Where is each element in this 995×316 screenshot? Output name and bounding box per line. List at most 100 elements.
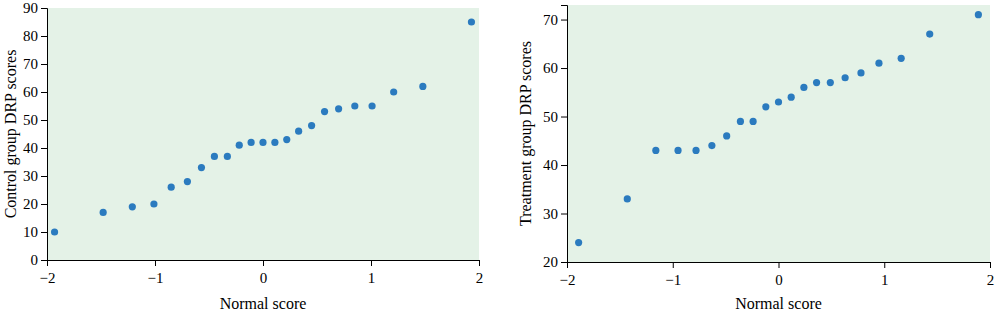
x-tick-label: 0 (260, 270, 268, 286)
x-tick: −1 (665, 262, 681, 288)
point (624, 195, 631, 202)
y-tick-label: 90 (23, 0, 38, 16)
y-tick: 40 (543, 157, 567, 173)
x-tick: −1 (148, 260, 164, 286)
y-axis-line (41, 9, 48, 261)
point (259, 139, 266, 146)
point (737, 118, 744, 125)
point (236, 142, 243, 149)
x-tick-label: −2 (560, 272, 576, 288)
point (283, 136, 290, 143)
y-tick-label: 30 (23, 168, 38, 184)
y-tick: 50 (23, 112, 47, 128)
point (271, 139, 278, 146)
x-tick: −2 (560, 262, 576, 288)
x-tick: 0 (260, 260, 268, 286)
x-tick-mark (155, 260, 156, 266)
y-tick: 10 (23, 224, 47, 240)
y-tick: 50 (543, 109, 567, 125)
y-tick: 20 (23, 196, 47, 212)
y-tick-mark (41, 8, 47, 9)
point (295, 128, 302, 135)
y-tick-mark (41, 176, 47, 177)
x-tick: 2 (476, 260, 484, 286)
x-axis: −2 −1 0 1 2 (40, 260, 484, 286)
x-tick-label: 1 (881, 272, 889, 288)
panel: −2−1012203040506070 (543, 5, 994, 288)
y-tick-label: 80 (23, 28, 38, 44)
point (898, 55, 905, 62)
point (692, 147, 699, 154)
x-axis-title: Normal score (735, 295, 822, 312)
y-tick: 20 (543, 254, 567, 270)
x-tick-mark (884, 262, 885, 268)
plot-background (47, 8, 479, 260)
y-tick-mark (41, 232, 47, 233)
y-tick-label: 10 (23, 224, 38, 240)
x-tick-label: −1 (148, 270, 164, 286)
point (419, 83, 426, 90)
point (762, 103, 769, 110)
x-tick-mark (990, 262, 991, 268)
y-tick-label: 60 (543, 60, 558, 76)
y-tick-mark (561, 117, 567, 118)
point (800, 84, 807, 91)
x-axis: −2−1012 (560, 262, 995, 288)
y-tick: 70 (23, 56, 47, 72)
y-tick: 30 (23, 168, 47, 184)
x-axis-line (568, 263, 991, 269)
point (926, 30, 933, 37)
y-tick-mark (41, 260, 47, 261)
x-axis-title: Normal score (220, 295, 307, 312)
point (224, 153, 231, 160)
y-tick: 70 (543, 12, 567, 28)
point (788, 94, 795, 101)
y-tick-label: 70 (543, 12, 558, 28)
point (708, 142, 715, 149)
y-tick: 80 (23, 28, 47, 44)
y-axis: 0102030405060708090 (23, 0, 48, 268)
point (674, 147, 681, 154)
x-tick-label: 2 (476, 270, 484, 286)
point (468, 18, 475, 25)
point (875, 60, 882, 67)
point (827, 79, 834, 86)
figure: −2−10120102030405060708090Normal scoreCo… (0, 0, 995, 316)
x-tick: 0 (775, 262, 783, 288)
point (975, 11, 982, 18)
y-tick-label: 0 (31, 252, 39, 268)
y-axis: 20 30 40 50 60 70 (543, 6, 568, 271)
y-tick: 90 (23, 0, 47, 16)
point (723, 132, 730, 139)
x-tick-mark (263, 260, 264, 266)
y-tick-mark (41, 64, 47, 65)
y-tick-label: 20 (543, 254, 558, 270)
y-tick: 30 (543, 206, 567, 222)
point (813, 79, 820, 86)
plot-background (567, 5, 990, 262)
x-tick-mark (479, 260, 480, 266)
y-axis-title: Control group DRP scores (2, 50, 20, 219)
point (652, 147, 659, 154)
point (211, 153, 218, 160)
x-tick-mark (371, 260, 372, 266)
y-tick-label: 50 (23, 112, 38, 128)
point (100, 209, 107, 216)
x-tick-mark (673, 262, 674, 268)
y-tick-mark (561, 262, 567, 263)
x-tick-label: 1 (368, 270, 376, 286)
y-tick-mark (561, 68, 567, 69)
y-tick-label: 40 (543, 157, 558, 173)
points (51, 18, 475, 235)
point (129, 203, 136, 210)
point (248, 139, 255, 146)
x-tick: −2 (40, 260, 56, 286)
y-tick-label: 50 (543, 109, 558, 125)
y-tick-mark (41, 204, 47, 205)
point (321, 108, 328, 115)
y-tick-mark (561, 20, 567, 21)
y-tick: 40 (23, 140, 47, 156)
y-axis-title: Treatment group DRP scores (517, 41, 535, 226)
y-tick-label: 70 (23, 56, 38, 72)
point (51, 228, 58, 235)
